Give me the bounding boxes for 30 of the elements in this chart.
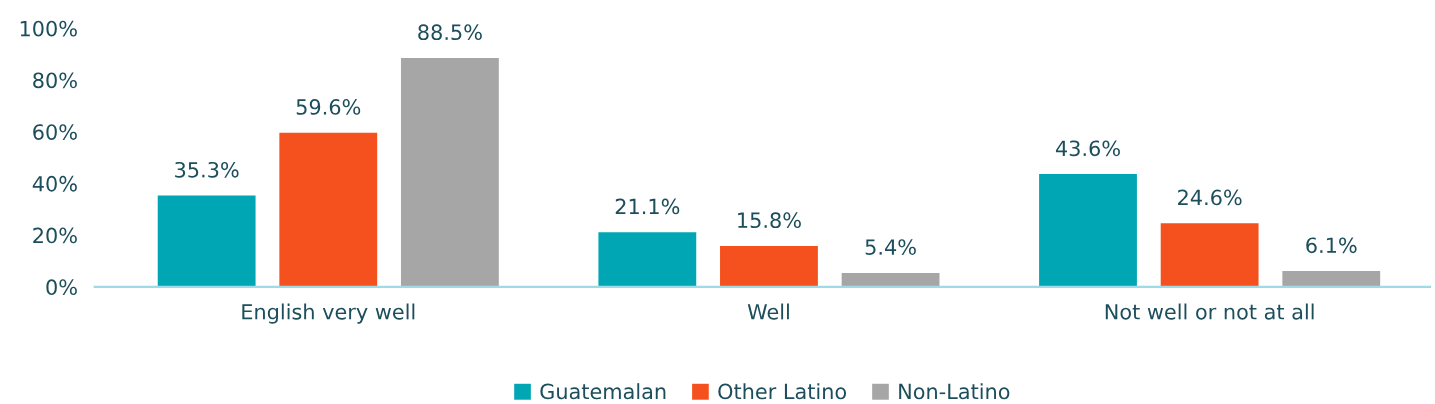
y-tick-label: 100% — [20, 20, 77, 37]
data-label: 21.1% — [615, 198, 680, 215]
data-label: 5.4% — [865, 239, 916, 255]
y-tick-label: 80% — [33, 72, 77, 89]
x-tick-label: Well — [747, 303, 789, 320]
x-tick-label: Not well or not at all — [1105, 303, 1314, 320]
data-label: 35.3% — [175, 161, 239, 178]
data-label: 6.1% — [1306, 237, 1357, 254]
bar — [841, 272, 940, 287]
y-tick-label: 0% — [46, 279, 77, 296]
y-tick-label: 60% — [33, 124, 77, 140]
legend-label: Guatemalan — [540, 383, 666, 400]
y-tick-label: 20% — [33, 227, 77, 244]
bar — [598, 232, 697, 287]
bar — [279, 132, 378, 287]
bar — [400, 58, 499, 287]
bar — [1282, 271, 1381, 287]
data-label: 15.8% — [738, 212, 801, 229]
data-label: 88.5% — [418, 24, 482, 41]
data-label: 43.6% — [1055, 140, 1120, 157]
legend-label: Other Latino — [718, 383, 847, 400]
legend-label: Non-Latino — [899, 383, 1010, 400]
bar — [720, 245, 818, 287]
y-tick-label: 40% — [32, 175, 77, 192]
bar — [157, 195, 256, 287]
bar — [1160, 223, 1259, 287]
data-label: 24.6% — [1178, 189, 1242, 206]
bar — [1039, 174, 1137, 287]
x-tick-label: English very well — [242, 303, 415, 324]
data-label: 59.6% — [296, 99, 361, 115]
